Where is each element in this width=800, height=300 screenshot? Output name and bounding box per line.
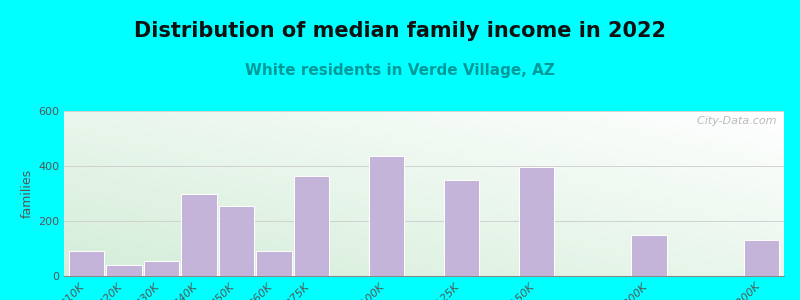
Bar: [106, 265, 142, 276]
Bar: [631, 235, 667, 276]
Text: City-Data.com: City-Data.com: [690, 116, 777, 126]
Bar: [181, 194, 217, 276]
Bar: [518, 167, 554, 276]
Bar: [218, 206, 254, 276]
Bar: [444, 180, 479, 276]
Bar: [69, 251, 104, 276]
Bar: [144, 261, 179, 276]
Bar: [256, 251, 292, 276]
Bar: [369, 156, 404, 276]
Text: White residents in Verde Village, AZ: White residents in Verde Village, AZ: [245, 63, 555, 78]
Text: Distribution of median family income in 2022: Distribution of median family income in …: [134, 21, 666, 41]
Y-axis label: families: families: [21, 169, 34, 218]
Bar: [294, 176, 330, 276]
Bar: [744, 240, 779, 276]
